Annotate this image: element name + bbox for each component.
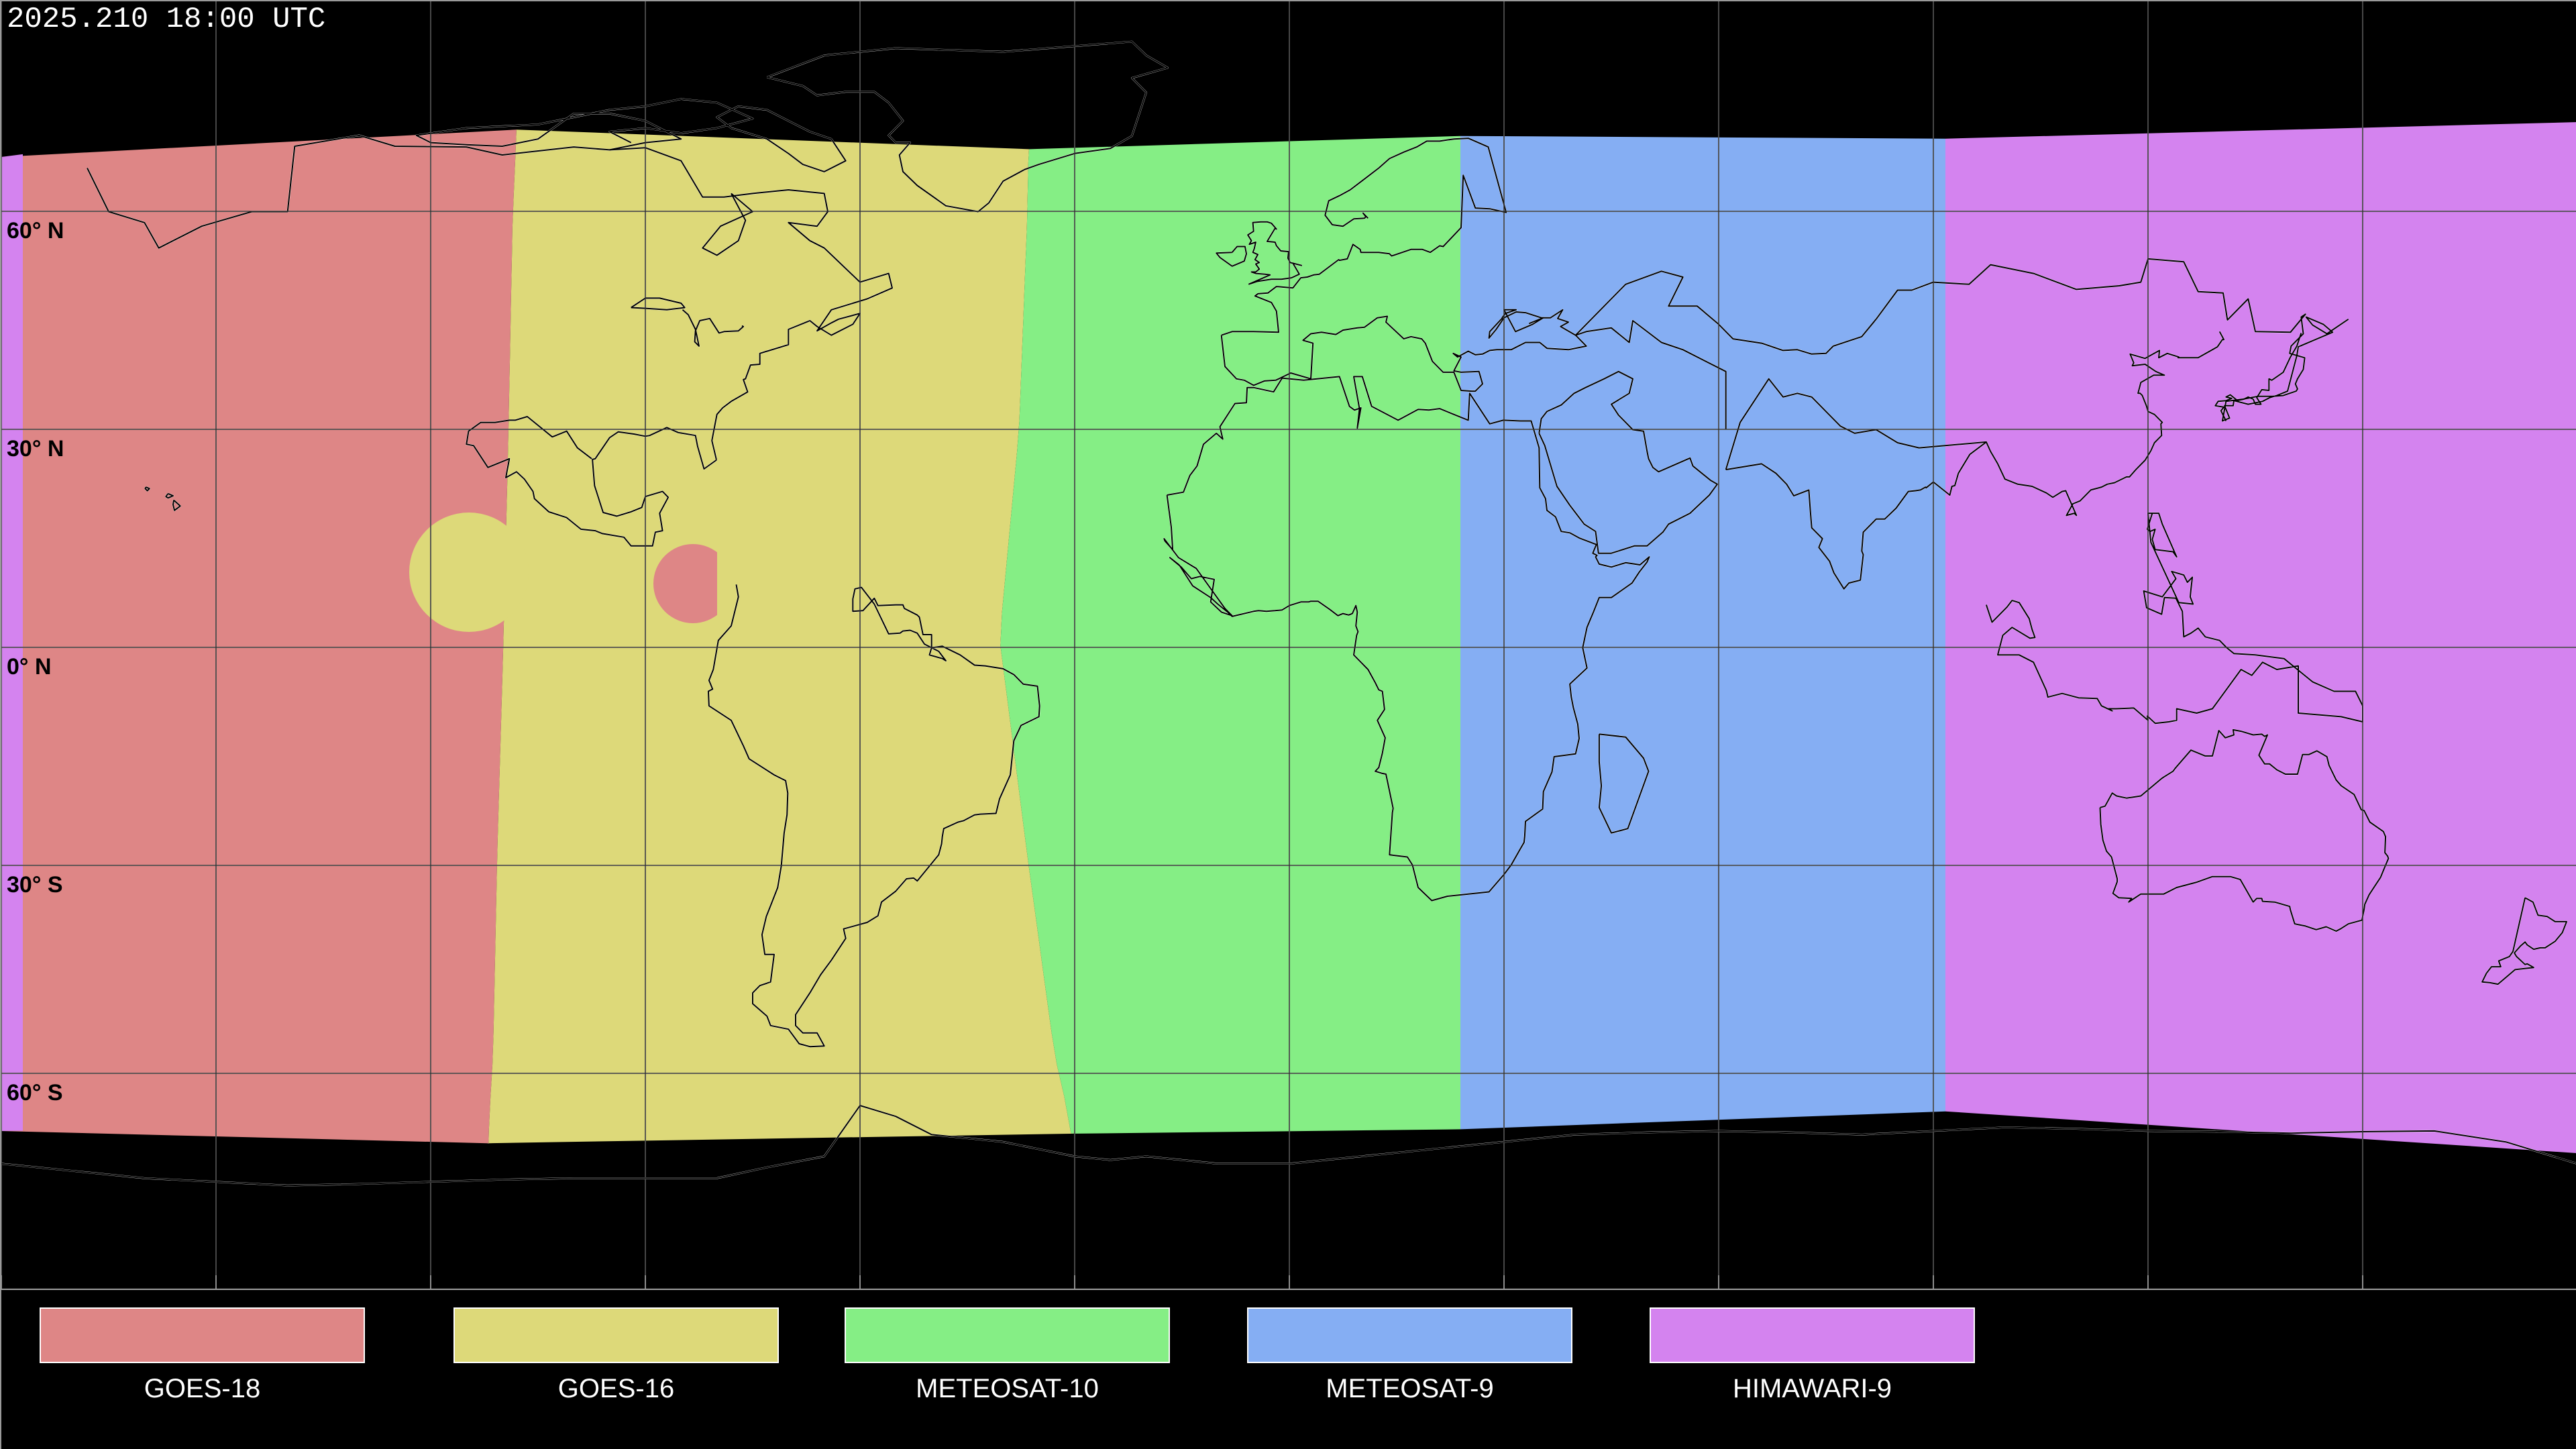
svg-text:30° N: 30° N: [7, 436, 64, 462]
svg-text:GOES-16: GOES-16: [558, 1374, 674, 1403]
svg-text:60° S: 60° S: [7, 1080, 63, 1106]
svg-text:HIMAWARI-9: HIMAWARI-9: [1733, 1374, 1892, 1403]
svg-text:GOES-18: GOES-18: [144, 1374, 260, 1403]
svg-text:30° S: 30° S: [7, 872, 63, 898]
svg-text:METEOSAT-10: METEOSAT-10: [916, 1374, 1099, 1403]
svg-text:60° N: 60° N: [7, 218, 64, 244]
svg-text:METEOSAT-9: METEOSAT-9: [1326, 1374, 1493, 1403]
svg-text:0° N: 0° N: [7, 654, 52, 680]
